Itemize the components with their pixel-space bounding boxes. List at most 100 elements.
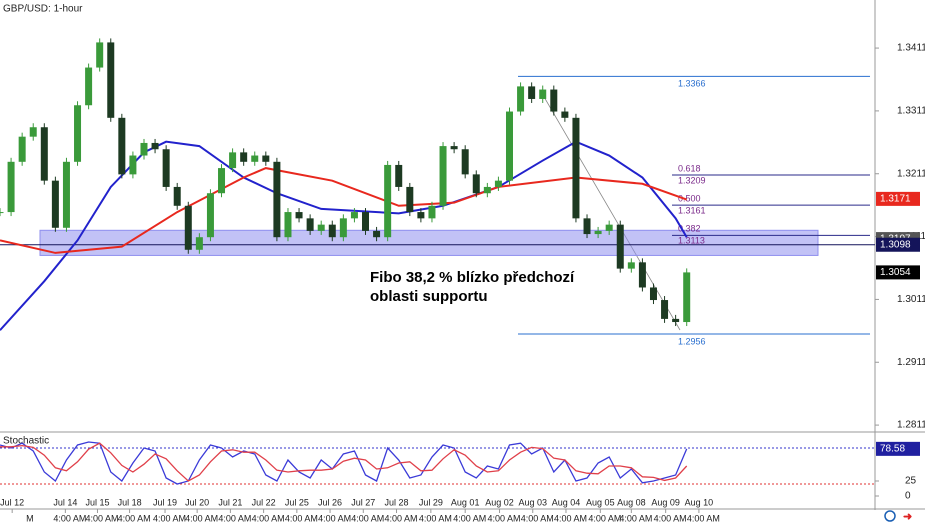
candle: [406, 186, 414, 213]
candle: [672, 318, 680, 323]
fib-price: 1.3161: [678, 206, 706, 216]
current-value-label: 78.58: [880, 443, 905, 454]
time-label: 4:00 AM: [153, 513, 186, 523]
candle: [173, 186, 181, 206]
x-tick-label: Jul 29: [419, 497, 443, 507]
candle: [140, 142, 148, 156]
time-label: 4:00 AM: [351, 513, 384, 523]
time-label: 4:00 AM: [285, 513, 318, 523]
time-label: 4:00 AM: [252, 513, 285, 523]
candle: [273, 161, 281, 238]
candle: [7, 161, 15, 213]
candle: [494, 180, 502, 187]
candle: [18, 136, 26, 162]
candle: [295, 212, 303, 219]
candle: [85, 67, 93, 106]
chart-title: GBP/USD: 1-hour: [3, 4, 83, 15]
candle: [439, 146, 447, 206]
candle: [129, 155, 137, 175]
candle: [395, 164, 403, 187]
time-label: M: [26, 513, 34, 523]
time-label: 4:00 AM: [453, 513, 486, 523]
x-tick-label: Jul 26: [318, 497, 342, 507]
candle: [118, 117, 126, 175]
time-label: 4:00 AM: [385, 513, 418, 523]
candle: [339, 218, 347, 238]
candle: [627, 262, 635, 269]
fib-ratio: 0.382: [678, 224, 701, 234]
current-value-box: [876, 441, 920, 456]
time-label: 4:00 AM: [118, 513, 151, 523]
time-label: 4:00 AM: [185, 513, 218, 523]
candle: [74, 105, 82, 162]
fib-label: 1.2956: [678, 336, 706, 346]
y-tick-label: 1.3011: [897, 294, 925, 305]
candle: [461, 149, 469, 175]
fib-ratio: 0.500: [678, 194, 701, 204]
fib-price: 1.3113: [678, 236, 705, 246]
candle: [505, 111, 513, 181]
candle: [62, 161, 70, 228]
candle: [317, 224, 325, 231]
fib-label: 1.3366: [678, 79, 706, 89]
candle: [328, 224, 336, 238]
candle: [162, 149, 170, 187]
time-label: 4:00 AM: [521, 513, 554, 523]
support-zone: [39, 229, 819, 256]
candle: [51, 180, 59, 228]
y-tick-label: 0: [905, 491, 911, 502]
time-label: 4:00 AM: [488, 513, 521, 523]
candle: [428, 205, 436, 219]
candle: [107, 42, 115, 118]
candle: [528, 86, 536, 99]
x-tick-label: Jul 20: [185, 497, 209, 507]
candle: [262, 155, 270, 162]
time-label: 4:00 AM: [687, 513, 720, 523]
candle: [649, 287, 657, 301]
time-label: 4:00 AM: [419, 513, 452, 523]
candle: [240, 152, 248, 162]
time-label: 4:00 AM: [654, 513, 687, 523]
x-tick-label: Aug 03: [518, 497, 547, 507]
x-tick-label: Aug 10: [685, 497, 714, 507]
candle: [483, 186, 491, 194]
candle: [583, 218, 591, 235]
candle: [195, 237, 203, 250]
y-tick-label: 25: [905, 476, 917, 487]
candle: [40, 127, 48, 181]
last-price-label: 1.3054: [880, 267, 911, 278]
x-tick-label: Jul 25: [285, 497, 309, 507]
candle: [284, 212, 292, 238]
candle: [350, 212, 358, 219]
x-tick-label: Jul 28: [385, 497, 409, 507]
x-tick-label: Aug 02: [485, 497, 514, 507]
candle: [251, 155, 259, 162]
candle: [29, 127, 37, 137]
candle: [206, 193, 214, 238]
x-tick-label: Aug 09: [651, 497, 680, 507]
candle: [362, 212, 370, 231]
x-tick-label: Aug 08: [617, 497, 646, 507]
time-label: 4:00 AM: [588, 513, 621, 523]
candle: [96, 42, 104, 68]
candle: [561, 111, 569, 118]
moving-average: [0, 140, 688, 331]
candle: [638, 262, 646, 288]
x-tick-label: Aug 05: [586, 497, 615, 507]
indicator-title: Stochastic: [3, 436, 49, 447]
x-tick-label: Jul 27: [351, 497, 375, 507]
candle: [605, 224, 613, 231]
candle: [594, 230, 602, 235]
price-label-box: [876, 237, 920, 252]
x-tick-label: Jul 19: [153, 497, 177, 507]
y-tick-label: 1.3411: [897, 43, 925, 54]
price-label: 1.3098: [880, 239, 911, 250]
fib-price: 1.3209: [678, 175, 706, 185]
time-label: 4:00 AM: [554, 513, 587, 523]
candle: [572, 117, 580, 219]
price-label-box: [876, 191, 920, 206]
time-label: 4:00 AM: [53, 513, 86, 523]
candle: [229, 152, 237, 169]
